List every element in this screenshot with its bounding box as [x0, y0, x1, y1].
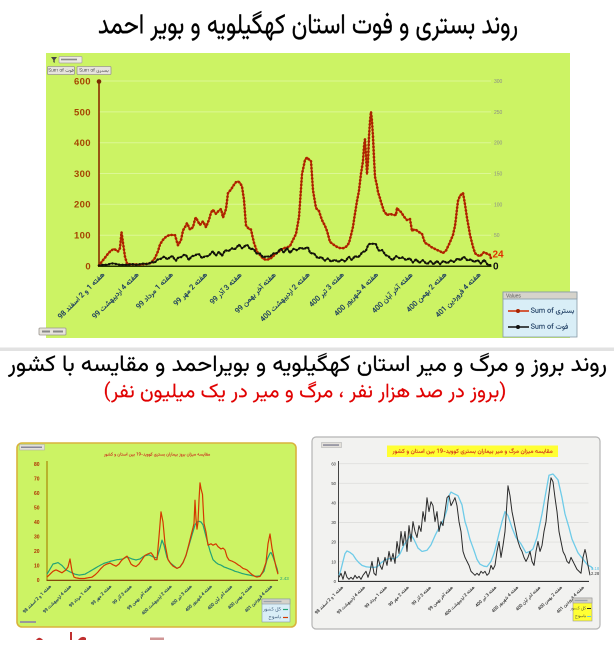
svg-text:100: 100: [494, 202, 503, 208]
svg-text:50: 50: [494, 233, 500, 239]
svg-text:80: 80: [34, 462, 40, 468]
svg-text:0: 0: [493, 262, 499, 273]
svg-text:2.28: 2.28: [591, 571, 600, 576]
svg-text:300: 300: [74, 169, 91, 180]
svg-text:0: 0: [37, 578, 40, 584]
svg-text:0: 0: [334, 579, 337, 584]
svg-text:60: 60: [331, 461, 336, 466]
svg-text:0: 0: [85, 261, 91, 272]
svg-text:250: 250: [494, 110, 503, 116]
svg-text:30: 30: [34, 535, 40, 541]
svg-text:40: 40: [331, 501, 336, 506]
svg-text:40: 40: [34, 520, 40, 526]
svg-text:150: 150: [494, 172, 503, 178]
svg-text:400: 400: [74, 138, 91, 149]
svg-text:300: 300: [494, 79, 503, 85]
svg-text:10: 10: [34, 564, 40, 570]
svg-text:200: 200: [74, 200, 91, 211]
svg-text:20: 20: [34, 549, 40, 555]
svg-text:600: 600: [74, 76, 91, 87]
svg-text:20: 20: [331, 540, 336, 545]
svg-text:24: 24: [493, 250, 505, 261]
svg-text:Values: Values: [506, 294, 521, 300]
svg-text:10: 10: [331, 559, 336, 564]
svg-text:100: 100: [74, 231, 91, 242]
svg-text:500: 500: [74, 107, 91, 118]
svg-text:70: 70: [34, 477, 40, 483]
svg-text:50: 50: [331, 481, 336, 486]
svg-text:50: 50: [34, 506, 40, 512]
svg-text:60: 60: [34, 491, 40, 497]
svg-text:200: 200: [494, 141, 503, 147]
svg-text:30: 30: [331, 520, 336, 525]
svg-text:2.43: 2.43: [280, 576, 289, 581]
svg-text:3.18: 3.18: [591, 566, 600, 571]
